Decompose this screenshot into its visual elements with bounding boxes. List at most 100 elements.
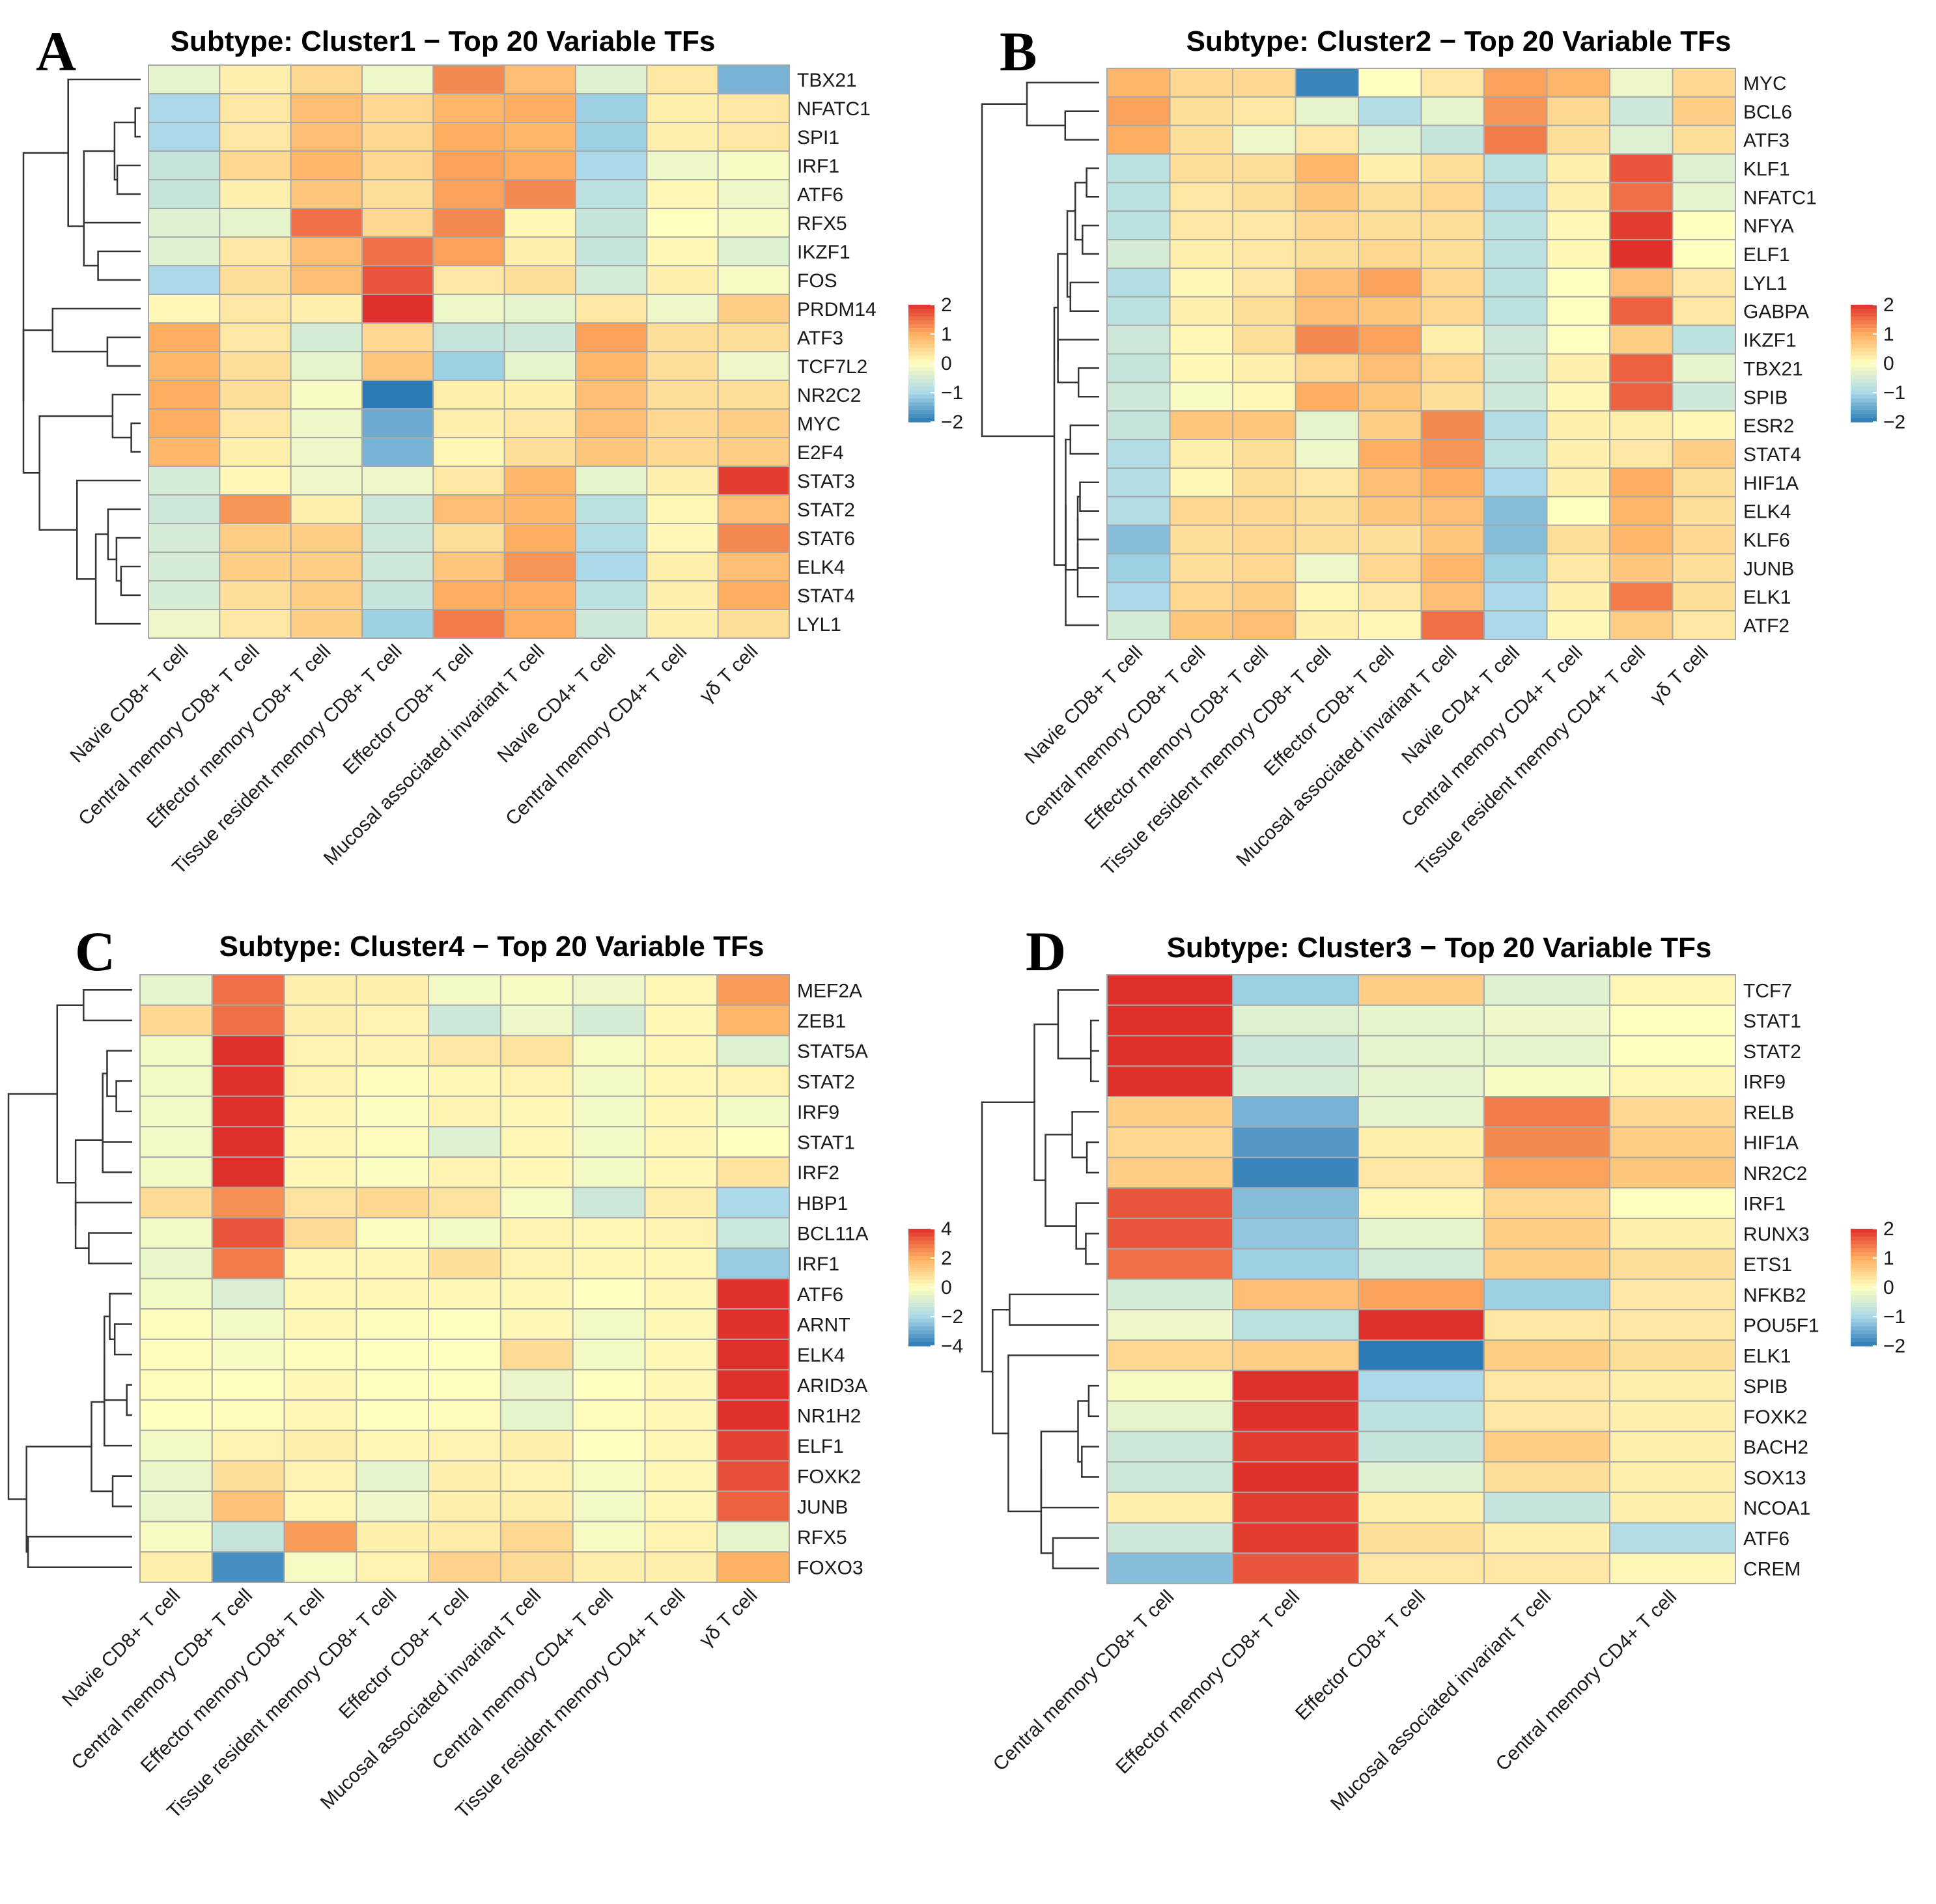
dendrogram-branch — [981, 1101, 1035, 1373]
heatmap-cell — [499, 1278, 574, 1310]
heatmap-cell — [1358, 1004, 1485, 1037]
heatmap-cell — [1358, 1431, 1485, 1463]
row-label: ATF3 — [1743, 130, 1789, 152]
dendrogram-branch — [22, 329, 53, 474]
heatmap-cell — [1358, 1278, 1485, 1311]
heatmap-cell — [1609, 1187, 1736, 1219]
heatmap-cell — [1295, 353, 1359, 384]
legend-swatch — [1851, 1233, 1877, 1237]
heatmap-cell — [1169, 68, 1233, 98]
legend-swatch — [908, 352, 934, 356]
legend-swatch — [908, 1256, 934, 1261]
heatmap-cell — [211, 1308, 285, 1340]
heatmap-cell — [219, 294, 292, 324]
heatmap-cell — [572, 1095, 646, 1128]
heatmap-cell — [432, 236, 505, 266]
row-label: HIF1A — [1743, 473, 1799, 494]
heatmap-cell — [499, 1491, 574, 1522]
heatmap-cell — [716, 1156, 790, 1188]
heatmap-cell — [717, 437, 791, 467]
heatmap-cell — [148, 150, 221, 180]
heatmap-cell — [717, 93, 791, 123]
heatmap-cell — [1169, 410, 1233, 441]
heatmap-cell — [361, 93, 434, 123]
heatmap-cell — [1609, 1431, 1736, 1463]
heatmap-cell — [1609, 1491, 1736, 1524]
legend-swatch — [908, 348, 934, 352]
legend-swatch — [908, 356, 934, 360]
heatmap-cell — [1169, 524, 1233, 555]
heatmap-cell — [1483, 1218, 1610, 1250]
panel-c: C Subtype: Cluster4 − Top 20 Variable TFs… — [7, 920, 963, 1823]
heatmap-cell — [361, 265, 434, 295]
heatmap-cell — [148, 380, 221, 410]
legend-swatch — [908, 313, 934, 317]
legend-swatch — [1851, 363, 1877, 368]
heatmap-cell — [139, 1095, 213, 1128]
heatmap-cell — [1358, 210, 1422, 241]
heatmap-cell — [1106, 553, 1171, 583]
heatmap-cell — [716, 1520, 790, 1553]
heatmap-cell — [1232, 1278, 1359, 1311]
heatmap-cell — [219, 93, 292, 123]
heatmap-cell — [646, 494, 719, 524]
heatmap-cell — [575, 408, 648, 438]
heatmap-cell — [1420, 239, 1485, 269]
legend-swatch — [1851, 352, 1877, 356]
legend-swatch — [908, 1280, 934, 1284]
row-label: SPIB — [1743, 387, 1788, 408]
heatmap-cell — [644, 1065, 718, 1097]
heatmap-cell — [139, 1278, 213, 1310]
dendrogram-branch — [83, 989, 132, 1022]
row-label: TCF7L2 — [797, 356, 867, 378]
heatmap-cell — [1295, 96, 1359, 126]
heatmap-cell — [716, 1460, 790, 1492]
legend-swatch — [1851, 383, 1877, 387]
heatmap-cell — [1106, 974, 1233, 1006]
heatmap-cell — [1295, 553, 1359, 583]
heatmap-cell — [503, 150, 576, 180]
row-label: RUNX3 — [1743, 1224, 1810, 1245]
row-label: ELK4 — [797, 1345, 845, 1366]
heatmap-cell — [432, 150, 505, 180]
legend-swatch — [908, 1248, 934, 1253]
heatmap-cell — [575, 64, 648, 94]
color-legend: 4 2 0 −2 −4 — [908, 1218, 963, 1357]
heatmap-cell — [575, 208, 648, 238]
heatmap-cell — [356, 974, 430, 1006]
panel-a: A Subtype: Cluster1 − Top 20 Variable TFs… — [22, 20, 963, 878]
heatmap-cell — [646, 351, 719, 381]
heatmap-cell — [646, 322, 719, 352]
heatmap-cell — [1672, 324, 1736, 355]
heatmap-cell — [290, 609, 363, 639]
legend-swatch — [1851, 1307, 1877, 1311]
heatmap-cell — [1232, 410, 1297, 441]
dendrogram-branch — [1076, 543, 1099, 598]
heatmap-cell — [1420, 610, 1485, 641]
legend-swatch — [908, 1264, 934, 1268]
heatmap-cell — [428, 1035, 501, 1067]
heatmap-cell — [1546, 267, 1610, 298]
heatmap-cell — [1232, 467, 1297, 497]
row-label: ARNT — [797, 1315, 850, 1336]
legend-swatch — [908, 410, 934, 415]
heatmap-cell — [1232, 68, 1297, 98]
heatmap-cell — [1609, 1369, 1736, 1402]
heatmap-cell — [503, 236, 576, 266]
heatmap-cell — [432, 494, 505, 524]
heatmap-cell — [575, 580, 648, 610]
dendrogram-branch — [992, 1309, 1010, 1435]
heatmap-cell — [290, 208, 363, 238]
heatmap-cell — [1106, 1126, 1233, 1158]
heatmap-cell — [1358, 1552, 1485, 1584]
heatmap-cell — [644, 1186, 718, 1219]
dendrogram-branch — [88, 1232, 132, 1265]
legend-swatch — [1851, 1260, 1877, 1265]
row-label: NR1H2 — [797, 1405, 861, 1427]
column-label: Effector CD8+ T cell — [1291, 1586, 1430, 1725]
heatmap-cell — [283, 1520, 358, 1553]
legend-swatch — [908, 1342, 934, 1347]
heatmap-cell — [499, 1520, 574, 1553]
row-label: ELF1 — [797, 1436, 844, 1457]
legend-swatch — [1851, 375, 1877, 380]
